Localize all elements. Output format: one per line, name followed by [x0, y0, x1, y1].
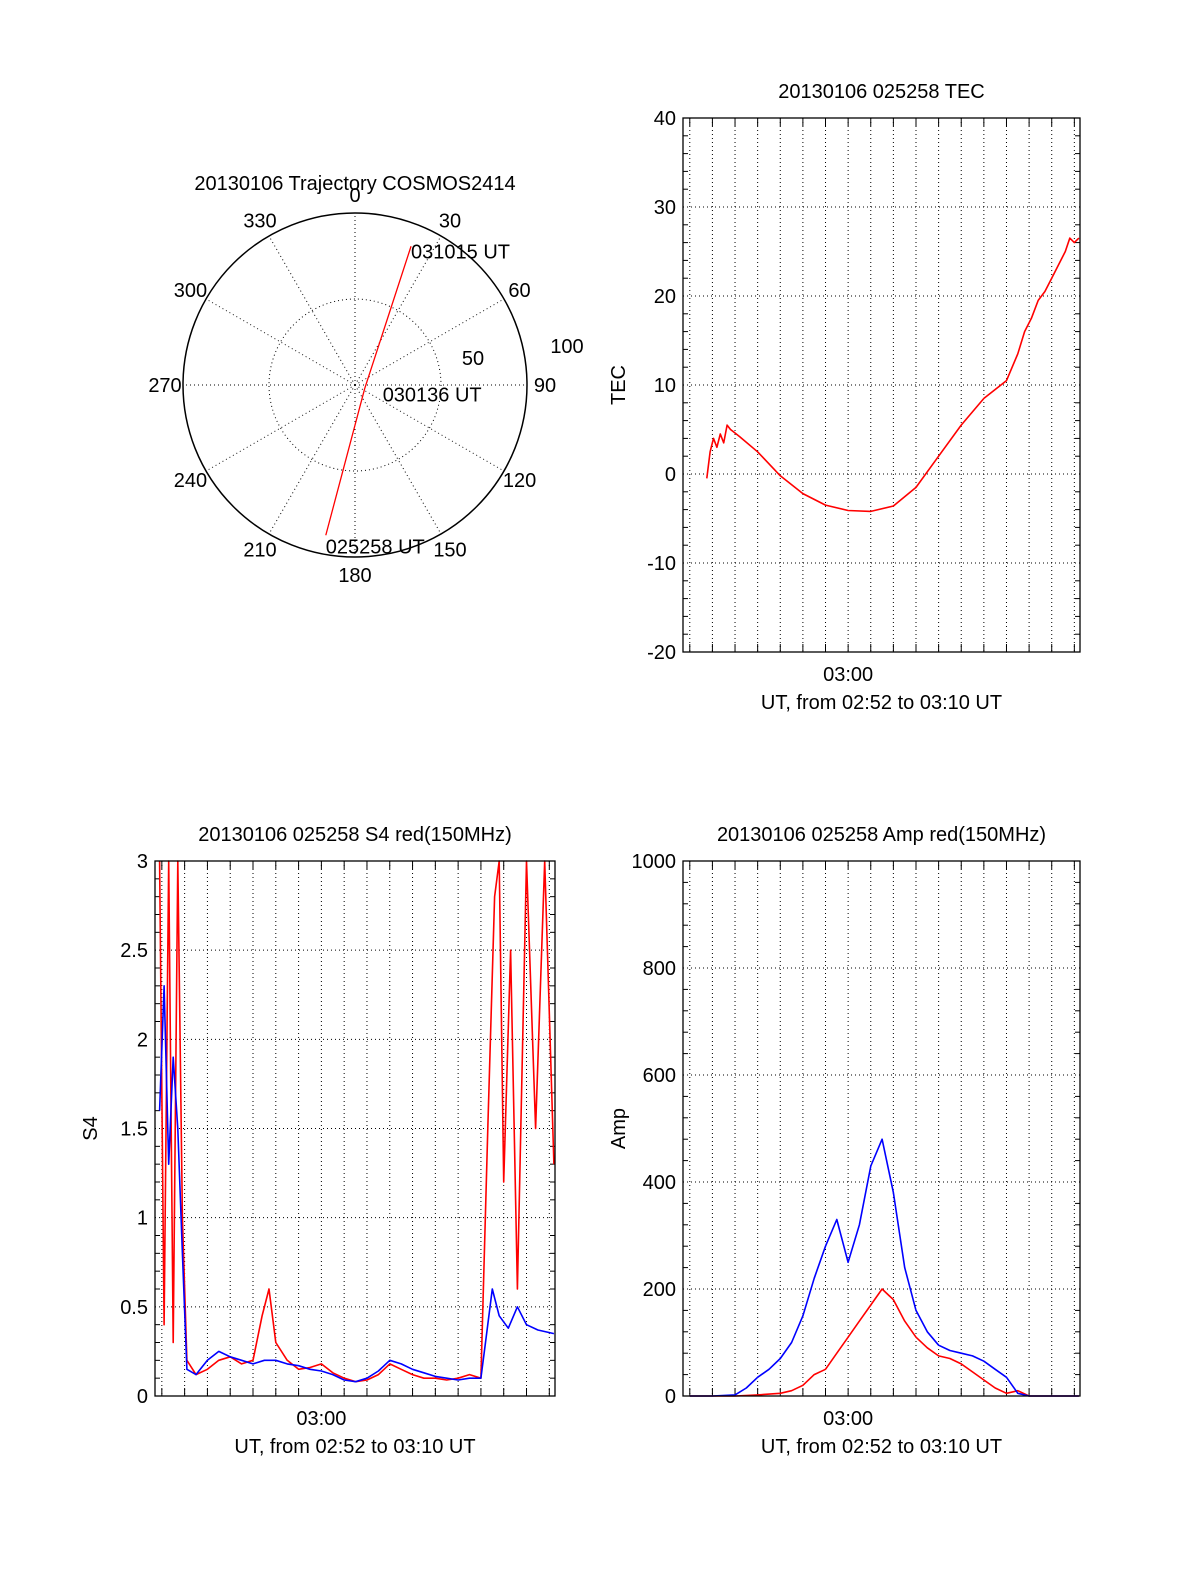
series-line-1: [158, 984, 555, 1383]
azimuth-label: 240: [174, 470, 207, 492]
chart-title: 20130106 025258 S4 red(150MHz): [198, 824, 512, 846]
trajectory-time-label: 025258 UT: [326, 536, 425, 558]
y-tick-label: 30: [654, 197, 676, 219]
x-tick-label: 03:00: [823, 1408, 873, 1430]
trajectory-time-label: 030136 UT: [383, 385, 482, 407]
x-axis-label: UT, from 02:52 to 03:10 UT: [761, 1436, 1002, 1458]
polar-spoke: [354, 384, 442, 535]
polar-spoke: [354, 235, 442, 386]
y-tick-label: -10: [647, 553, 676, 575]
polar-spoke: [354, 384, 505, 472]
trajectory-line: [325, 246, 412, 536]
polar-spoke: [268, 384, 356, 535]
s4-plot: 20130106 025258 S4 red(150MHz) 0 0.5 1 1.5 2 2…: [80, 824, 556, 1458]
azimuth-label: 60: [508, 280, 530, 302]
y-tick-label: 0.5: [120, 1297, 148, 1319]
y-tick-label: 1000: [632, 851, 677, 873]
polar-spoke: [205, 384, 356, 472]
y-tick-label: 3: [137, 851, 148, 873]
y-axis-label: Amp: [608, 1108, 630, 1149]
x-tick-label: 03:00: [823, 664, 873, 686]
y-tick-label: 0: [665, 1386, 676, 1408]
azimuth-label: 270: [148, 375, 181, 397]
x-axis-label: UT, from 02:52 to 03:10 UT: [234, 1436, 475, 1458]
series-line-1: [689, 1138, 1079, 1397]
azimuth-label: 0: [349, 185, 360, 207]
polar-ring-50: [268, 298, 442, 472]
polar-outer-ring: [182, 212, 528, 558]
series-line-0: [706, 237, 1080, 513]
chart-title: 20130106 Trajectory COSMOS2414: [194, 173, 515, 195]
polar-spoke: [354, 298, 505, 386]
x-axis-label: UT, from 02:52 to 03:10 UT: [761, 692, 1002, 714]
radial-label: 100: [550, 336, 583, 358]
series-line-0: [689, 1288, 1079, 1397]
y-tick-label: 200: [643, 1279, 676, 1301]
y-tick-label: 400: [643, 1172, 676, 1194]
y-tick-label: 600: [643, 1065, 676, 1087]
azimuth-label: 120: [503, 470, 536, 492]
radial-label: 50: [462, 348, 484, 370]
y-tick-label: 0: [137, 1386, 148, 1408]
azimuth-label: 150: [433, 540, 466, 562]
azimuth-label: 300: [174, 280, 207, 302]
y-tick-label: -20: [647, 642, 676, 664]
chart-title: 20130106 025258 TEC: [778, 81, 984, 103]
azimuth-label: 330: [243, 210, 276, 232]
plot-frame: [154, 860, 556, 1397]
azimuth-label: 90: [534, 375, 556, 397]
chart-title: 20130106 025258 Amp red(150MHz): [717, 824, 1046, 846]
polar-spoke: [205, 298, 356, 386]
azimuth-label: 180: [338, 565, 371, 587]
tec-plot: 20130106 025258 TEC -20 -10 0 10 20 30 40 03:00 U…: [608, 81, 1081, 714]
polar-spoke: [268, 235, 356, 386]
y-tick-label: 2: [137, 1029, 148, 1051]
x-tick-label: 03:00: [296, 1408, 346, 1430]
y-tick-label: 800: [643, 958, 676, 980]
series-line-0: [158, 860, 555, 1383]
plot-frame: [682, 117, 1081, 653]
y-tick-label: 10: [654, 375, 676, 397]
trajectory-time-label: 031015 UT: [411, 241, 510, 263]
y-tick-label: 1.5: [120, 1119, 148, 1141]
y-tick-label: 2.5: [120, 940, 148, 962]
plot-frame: [682, 860, 1081, 1397]
y-tick-label: 40: [654, 108, 676, 130]
amp-plot: 20130106 025258 Amp red(150MHz) 0 200 400 60…: [608, 824, 1081, 1458]
y-tick-label: 20: [654, 286, 676, 308]
azimuth-label: 210: [243, 540, 276, 562]
y-tick-label: 0: [665, 464, 676, 486]
y-tick-label: 1: [137, 1208, 148, 1230]
azimuth-label: 30: [439, 210, 461, 232]
y-axis-label: TEC: [608, 365, 630, 405]
y-axis-label: S4: [80, 1116, 102, 1140]
